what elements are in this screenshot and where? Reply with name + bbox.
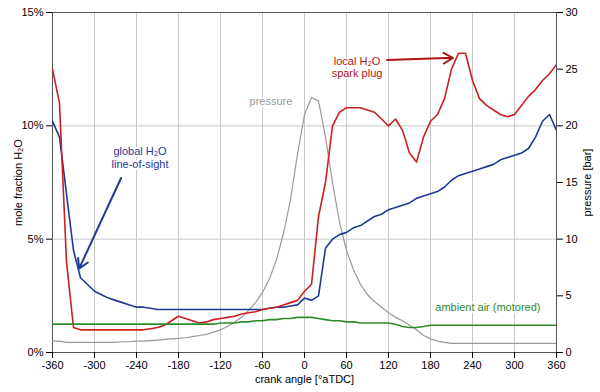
svg-text:5: 5	[566, 289, 572, 301]
svg-text:pressure: pressure	[250, 95, 293, 107]
svg-text:local H₂Ospark plug: local H₂Ospark plug	[332, 55, 383, 79]
svg-text:global H₂Oline-of-sight: global H₂Oline-of-sight	[112, 145, 169, 169]
svg-text:300: 300	[505, 359, 523, 371]
svg-text:5%: 5%	[28, 233, 44, 245]
svg-text:0: 0	[566, 346, 572, 358]
svg-text:ambient air (motored): ambient air (motored)	[435, 301, 540, 313]
svg-text:360: 360	[547, 359, 565, 371]
svg-text:25: 25	[566, 63, 578, 75]
svg-text:15: 15	[566, 176, 578, 188]
svg-text:10: 10	[566, 233, 578, 245]
svg-text:120: 120	[379, 359, 397, 371]
svg-text:0: 0	[301, 359, 307, 371]
svg-text:-300: -300	[83, 359, 105, 371]
svg-text:mole fraction H₂O: mole fraction H₂O	[12, 139, 24, 226]
svg-text:15%: 15%	[21, 6, 43, 18]
svg-text:240: 240	[463, 359, 481, 371]
svg-text:-180: -180	[167, 359, 189, 371]
svg-text:-120: -120	[209, 359, 231, 371]
svg-text:180: 180	[421, 359, 439, 371]
svg-text:-360: -360	[41, 359, 63, 371]
svg-text:crank angle [°aTDC]: crank angle [°aTDC]	[255, 373, 354, 385]
svg-text:60: 60	[340, 359, 352, 371]
svg-text:-240: -240	[125, 359, 147, 371]
svg-text:10%: 10%	[21, 119, 43, 131]
svg-text:30: 30	[566, 6, 578, 18]
svg-text:pressure [bar]: pressure [bar]	[581, 149, 593, 217]
svg-text:20: 20	[566, 119, 578, 131]
svg-text:0%: 0%	[28, 346, 44, 358]
svg-text:-60: -60	[255, 359, 271, 371]
